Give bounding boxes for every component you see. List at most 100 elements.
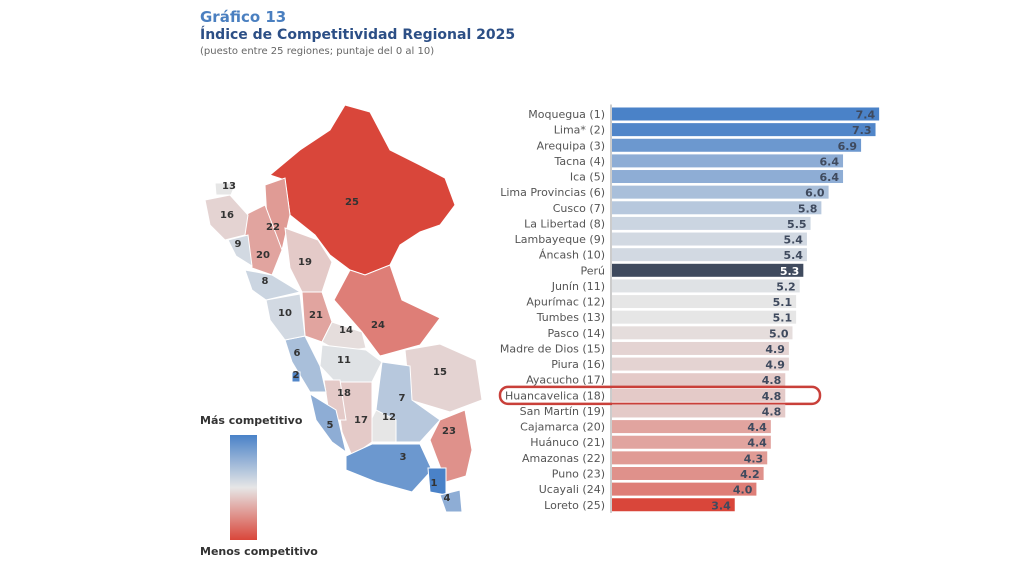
category-label: Huancavelica (18) xyxy=(505,389,605,402)
data-label: 4.8 xyxy=(762,374,782,387)
data-label: 4.8 xyxy=(762,405,782,418)
bar xyxy=(612,388,786,402)
chart-title: Índice de Competitividad Regional 2025 xyxy=(200,27,516,43)
category-label: Lambayeque (9) xyxy=(515,233,605,246)
bar xyxy=(612,232,807,246)
category-label: Junín (11) xyxy=(551,280,605,293)
region-rank-label: 8 xyxy=(262,276,269,287)
region-rank-label: 12 xyxy=(382,412,396,423)
region-rank-label: 6 xyxy=(294,348,301,359)
region-rank-label: 5 xyxy=(327,420,334,431)
bar xyxy=(612,326,793,340)
legend-gradient xyxy=(230,435,257,540)
region-rank-label: 17 xyxy=(354,415,368,426)
data-label: 6.0 xyxy=(805,187,825,200)
data-label: 5.0 xyxy=(769,327,789,340)
data-label: 4.9 xyxy=(765,343,785,356)
data-label: 4.2 xyxy=(740,468,760,481)
data-label: 5.4 xyxy=(783,249,803,262)
bar xyxy=(612,170,844,184)
category-label: La Libertad (8) xyxy=(524,217,605,230)
data-label: 4.8 xyxy=(762,390,782,403)
bar xyxy=(612,498,735,512)
category-label: Lima* (2) xyxy=(554,124,605,137)
region-rank-label: 1 xyxy=(431,478,438,489)
data-label: 6.9 xyxy=(838,140,858,153)
category-label: Moquegua (1) xyxy=(528,108,605,121)
region-rank-label: 24 xyxy=(371,320,385,331)
region-rank-label: 20 xyxy=(256,250,270,261)
category-label: Puno (23) xyxy=(552,467,605,480)
category-label: Apurímac (12) xyxy=(526,296,605,309)
region-tumbes xyxy=(214,182,237,196)
region-rank-label: 11 xyxy=(337,355,351,366)
region-rank-label: 3 xyxy=(400,452,407,463)
category-label: Pasco (14) xyxy=(548,327,605,340)
bar xyxy=(612,373,786,387)
data-label: 5.5 xyxy=(787,218,807,231)
region-puno xyxy=(429,409,473,483)
category-label: Huánuco (21) xyxy=(530,436,605,449)
category-label: Ica (5) xyxy=(570,171,605,184)
category-label: Tumbes (13) xyxy=(536,311,605,324)
category-label: Áncash (10) xyxy=(539,249,605,262)
bar xyxy=(612,310,797,324)
region-rank-label: 14 xyxy=(339,325,353,336)
region-lima xyxy=(291,371,301,383)
bar xyxy=(612,279,800,293)
data-label: 7.4 xyxy=(856,109,876,122)
category-label: Ayacucho (17) xyxy=(526,374,605,387)
legend-high-label: Más competitivo xyxy=(200,414,303,427)
chart-label: Gráfico 13 xyxy=(200,8,287,26)
bar xyxy=(612,482,757,496)
region-tacna xyxy=(439,489,463,513)
bar xyxy=(612,295,797,309)
data-label: 4.4 xyxy=(747,421,767,434)
category-label: Cajamarca (20) xyxy=(520,421,605,434)
region-rank-label: 23 xyxy=(442,426,456,437)
bar xyxy=(612,248,807,262)
data-label: 3.4 xyxy=(711,499,731,512)
data-label: 5.1 xyxy=(773,312,793,325)
data-label: 5.1 xyxy=(773,296,793,309)
region-arequipa xyxy=(345,443,433,493)
bar xyxy=(612,420,771,434)
data-label: 4.9 xyxy=(765,359,785,372)
data-label: 5.8 xyxy=(798,202,818,215)
bar xyxy=(612,185,829,199)
category-label: Amazonas (22) xyxy=(522,452,605,465)
bar xyxy=(612,466,764,480)
region-rank-label: 9 xyxy=(235,239,242,250)
data-label: 5.4 xyxy=(783,234,803,247)
data-label: 4.3 xyxy=(744,452,764,465)
region-rank-label: 22 xyxy=(266,222,280,233)
bar xyxy=(612,435,771,449)
category-label: Arequipa (3) xyxy=(537,139,605,152)
bar xyxy=(612,107,880,121)
category-label: Ucayali (24) xyxy=(539,483,605,496)
bar xyxy=(612,138,862,152)
region-rank-label: 2 xyxy=(293,370,300,381)
region-lambayeque xyxy=(227,234,253,267)
data-label: 7.3 xyxy=(852,124,872,137)
category-label: Cusco (7) xyxy=(553,202,605,215)
bar xyxy=(612,154,844,168)
highlight-outline xyxy=(498,385,822,406)
region-rank-label: 18 xyxy=(337,388,351,399)
legend-low-label: Menos competitivo xyxy=(200,545,318,558)
region-rank-label: 15 xyxy=(433,367,447,378)
region-rank-label: 7 xyxy=(399,393,406,404)
data-label: 4.4 xyxy=(747,437,767,450)
category-label: Madre de Dios (15) xyxy=(500,342,605,355)
region-rank-label: 19 xyxy=(298,257,312,268)
bar xyxy=(612,451,768,465)
bar xyxy=(612,201,822,215)
category-label: Tacna (4) xyxy=(554,155,605,168)
region-rank-label: 25 xyxy=(345,197,359,208)
data-label: 4.0 xyxy=(733,484,753,497)
region-la-libertad xyxy=(244,269,302,301)
category-label: San Martín (19) xyxy=(520,405,605,418)
category-label: Perú xyxy=(580,264,605,277)
